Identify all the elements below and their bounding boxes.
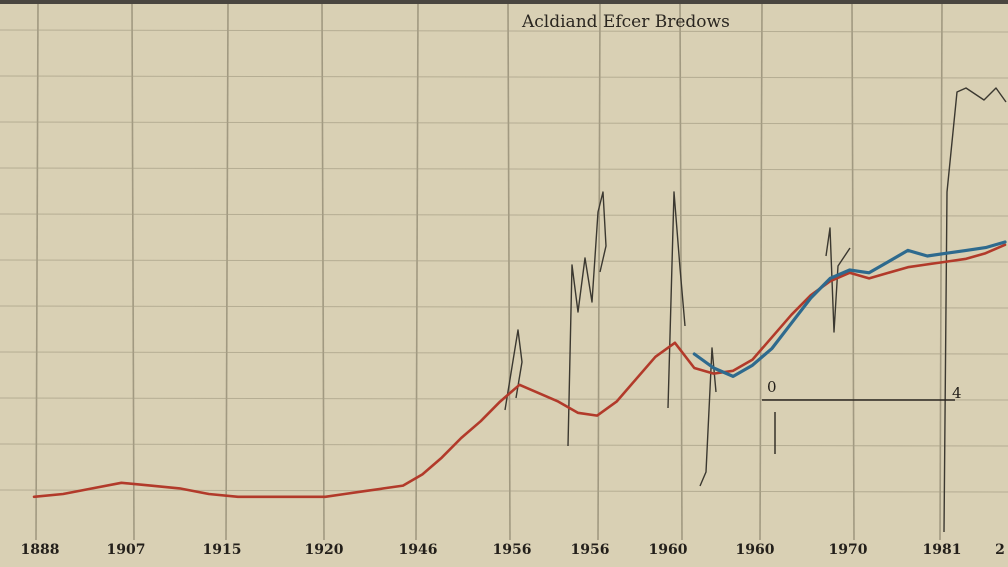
trace-spike xyxy=(567,191,607,447)
grid-line-vertical xyxy=(321,3,325,541)
x-tick-label: 1920 xyxy=(305,542,344,558)
grid-line-horizontal xyxy=(0,29,1008,33)
x-tick-label: 2 xyxy=(995,542,1005,558)
series-group xyxy=(32,240,1007,499)
trace-spike xyxy=(943,87,1007,533)
x-tick-label: 1915 xyxy=(203,542,242,558)
grid-line-horizontal xyxy=(0,259,1008,263)
grid-line-horizontal xyxy=(0,75,1008,79)
grid-line-vertical xyxy=(759,3,763,541)
grid-line-vertical xyxy=(597,3,601,541)
grid-line-horizontal xyxy=(0,305,1008,309)
x-axis-ticks: 1888 1907 1915 1920 1946 1956 1956 1960 1960 1970… xyxy=(21,542,1005,558)
grid-line-vertical xyxy=(35,3,39,541)
x-tick-label: 1888 xyxy=(21,542,60,558)
grid xyxy=(0,3,1008,541)
grid-line-vertical xyxy=(225,3,229,541)
trace-spike xyxy=(504,329,523,411)
top-border xyxy=(0,0,1008,4)
x-tick-label: 1946 xyxy=(399,542,438,558)
series-line-1 xyxy=(32,243,1007,499)
grid-line-vertical xyxy=(131,3,135,541)
x-tick-label: 1960 xyxy=(649,542,688,558)
annotation-label: 0 xyxy=(767,378,777,396)
chart-title: Acldiand Efcer Bredows xyxy=(521,12,730,32)
trace-spikes xyxy=(504,87,1007,533)
grid-line-horizontal xyxy=(0,121,1008,125)
grid-line-vertical xyxy=(415,3,419,541)
annotation-label: 4 xyxy=(952,384,962,402)
trace-spike xyxy=(667,191,686,409)
series-line-2 xyxy=(692,240,1007,378)
grid-line-horizontal xyxy=(0,489,1008,493)
grid-line-horizontal xyxy=(0,443,1008,447)
x-tick-label: 1970 xyxy=(829,542,868,558)
x-tick-label: 1960 xyxy=(736,542,775,558)
trace-spike xyxy=(699,347,717,487)
trace-spike xyxy=(825,227,851,333)
x-tick-label: 1956 xyxy=(493,542,532,558)
grid-line-vertical xyxy=(507,3,511,541)
grid-line-vertical xyxy=(939,3,943,541)
grid-line-horizontal xyxy=(0,351,1008,355)
x-tick-label: 1907 xyxy=(107,542,146,558)
x-tick-label: 1981 xyxy=(923,542,962,558)
grid-line-horizontal xyxy=(0,167,1008,171)
grid-line-horizontal xyxy=(0,213,1008,217)
x-tick-label: 1956 xyxy=(571,542,610,558)
